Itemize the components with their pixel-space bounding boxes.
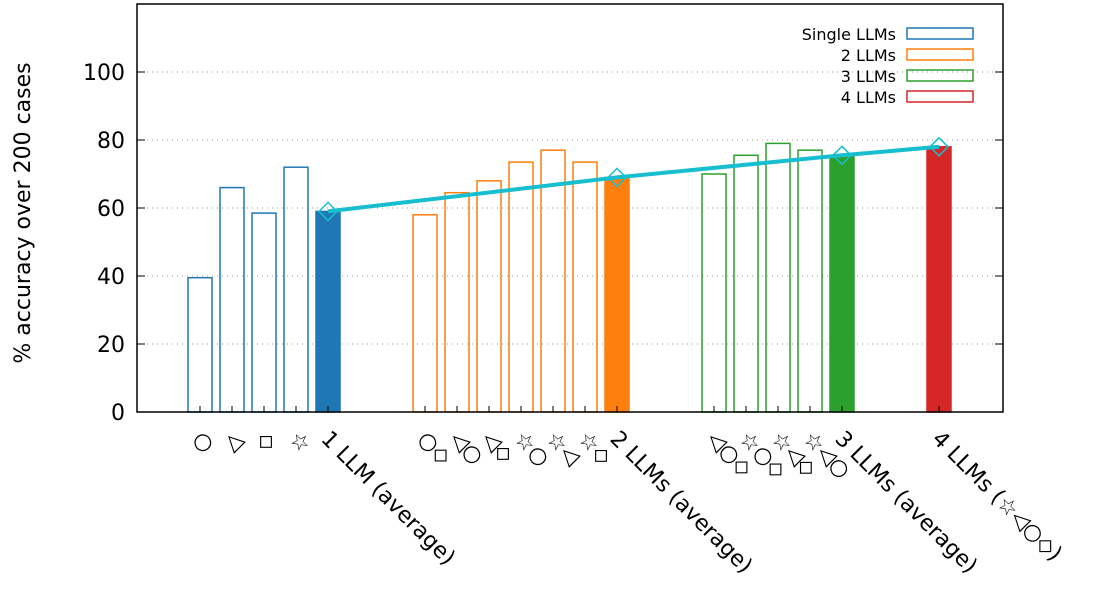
y-tick-label: 60 [97,197,125,222]
legend-swatch [906,90,974,103]
legend-label: 4 LLMs [841,88,896,107]
legend: Single LLMs 2 LLMs 3 LLMs 4 LLMs [802,25,974,107]
bar [765,142,791,413]
bar-average [315,210,341,413]
bar [540,149,566,413]
y-tick-label: 0 [111,401,125,426]
bar [572,161,598,413]
average-line [327,144,940,214]
legend-label: 3 LLMs [841,67,896,86]
average-line-layer [317,136,950,222]
bar [733,154,759,413]
bar [283,166,309,413]
legend-swatch [906,48,974,61]
x-tick-label: ☆ [284,427,316,459]
bar [412,214,438,413]
y-tick-label: 20 [97,333,125,358]
y-axis-label: % accuracy over 200 cases [11,62,36,363]
bar [444,191,470,413]
bar [219,186,245,413]
bar [251,212,277,413]
grid-layer [137,71,1003,345]
average-marker [317,201,339,222]
average-marker [928,136,950,157]
bar [476,180,502,413]
y-tick-label: 80 [97,129,125,154]
bar [797,149,823,413]
average-marker [831,145,853,166]
plot-frame [136,3,1004,413]
bar [701,173,727,413]
bar-average [829,154,855,413]
y-tick-label: 40 [97,265,125,290]
bar-average [926,146,952,413]
legend-swatch [906,27,974,40]
x-tick-label: ○ [188,427,219,458]
legend-label: 2 LLMs [841,46,896,65]
legend-swatch [906,69,974,82]
x-tick-label: ◁ [220,427,250,457]
legend-label: Single LLMs [802,25,896,44]
average-marker [606,167,628,188]
bar [508,161,534,413]
bar [187,276,213,413]
bar-average [604,176,630,413]
y-tick-label: 100 [83,61,125,86]
x-tick-label: ◇ [252,427,282,457]
